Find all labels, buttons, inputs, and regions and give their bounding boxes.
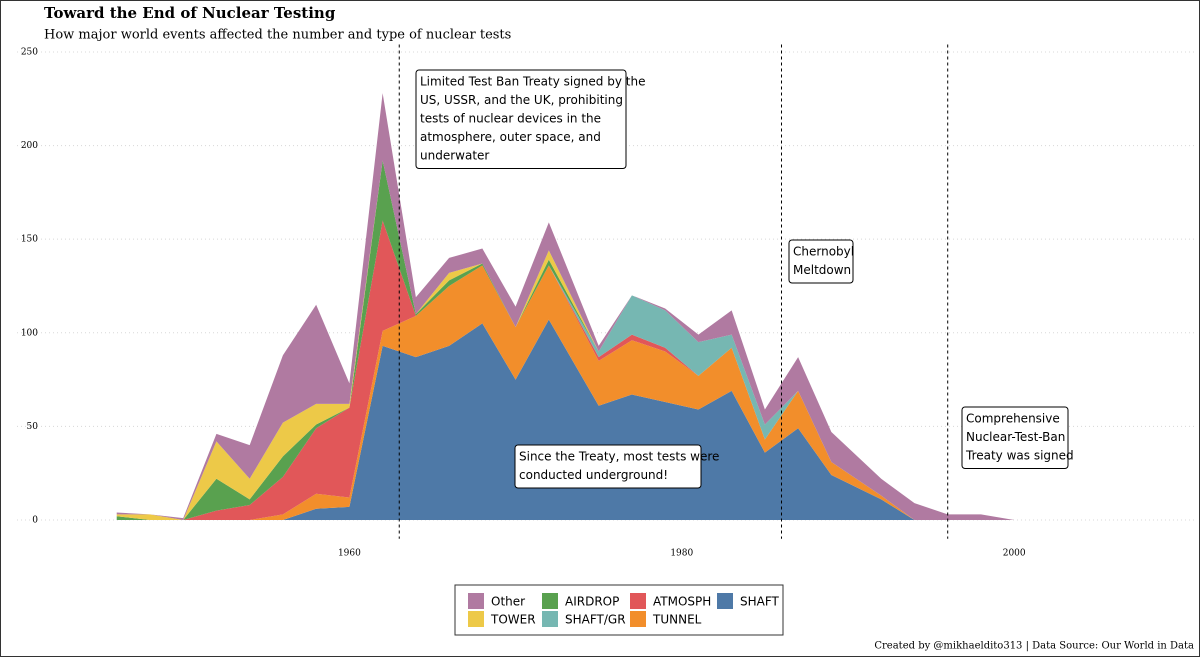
legend-label: ATMOSPH	[653, 595, 711, 609]
chart-title: Toward the End of Nuclear Testing	[44, 4, 336, 22]
x-tick-label: 2000	[1003, 549, 1026, 559]
area	[116, 160, 1015, 520]
annotation-box	[514, 444, 702, 489]
annotation-box	[961, 406, 1069, 469]
annotation: Chernobyl Meltdown	[788, 239, 854, 284]
legend-label: SHAFT	[740, 595, 780, 609]
annotation: Since the Treaty, most tests were conduct…	[514, 444, 719, 489]
legend-swatch	[542, 611, 558, 627]
annotation: Comprehensive Nuclear-Test-Ban Treaty was …	[961, 406, 1074, 469]
legend-label: TOWER	[490, 613, 536, 627]
legend-swatch	[468, 611, 484, 627]
annotation-text: conducted underground!	[519, 468, 668, 482]
legend-label: SHAFT/GR	[565, 613, 626, 627]
x-tick-label: 1960	[338, 549, 361, 559]
area	[116, 319, 1015, 520]
annotation-text: Chernobyl	[793, 245, 854, 259]
area	[116, 220, 1015, 520]
y-tick-label: 50	[27, 422, 39, 432]
annotation-text: US, USSR, and the UK, prohibiting	[420, 93, 623, 107]
y-tick-label: 250	[21, 47, 38, 57]
y-tick-label: 100	[21, 328, 38, 338]
legend-label: TUNNEL	[652, 613, 702, 627]
caption: Created by @mikhaeldito313 | Data Source…	[874, 641, 1194, 652]
legend-swatch	[542, 593, 558, 609]
annotation-text: atmosphere, outer space, and	[420, 130, 601, 144]
legend-swatch	[630, 611, 646, 627]
annotation-text: tests of nuclear devices in the	[420, 112, 601, 126]
legend-swatch	[630, 593, 646, 609]
annotation-text: Treaty was signed	[965, 449, 1074, 463]
legend-label: AIRDROP	[565, 595, 619, 609]
area	[116, 265, 1015, 520]
y-tick-label: 0	[32, 515, 38, 525]
legend-swatch	[717, 593, 733, 609]
annotation-text: Limited Test Ban Treaty signed by the	[420, 75, 645, 89]
annotation-text: Meltdown	[793, 263, 851, 277]
x-tick-label: 1980	[670, 549, 693, 559]
annotation-text: underwater	[420, 149, 489, 163]
annotation: Limited Test Ban Treaty signed by the US,…	[415, 69, 645, 169]
annotation-text: Since the Treaty, most tests were	[519, 450, 719, 464]
y-tick-label: 200	[21, 141, 38, 151]
annotation-text: Nuclear-Test-Ban	[966, 430, 1065, 444]
y-tick-label: 150	[21, 235, 38, 245]
legend-box	[454, 584, 784, 636]
legend-label: Other	[491, 595, 525, 609]
annotation-box	[415, 69, 627, 169]
legend-swatch	[468, 593, 484, 609]
annotation-text: Comprehensive	[966, 412, 1060, 426]
annotation-box	[788, 239, 854, 284]
chart-subtitle: How major world events affected the numb…	[44, 28, 511, 43]
